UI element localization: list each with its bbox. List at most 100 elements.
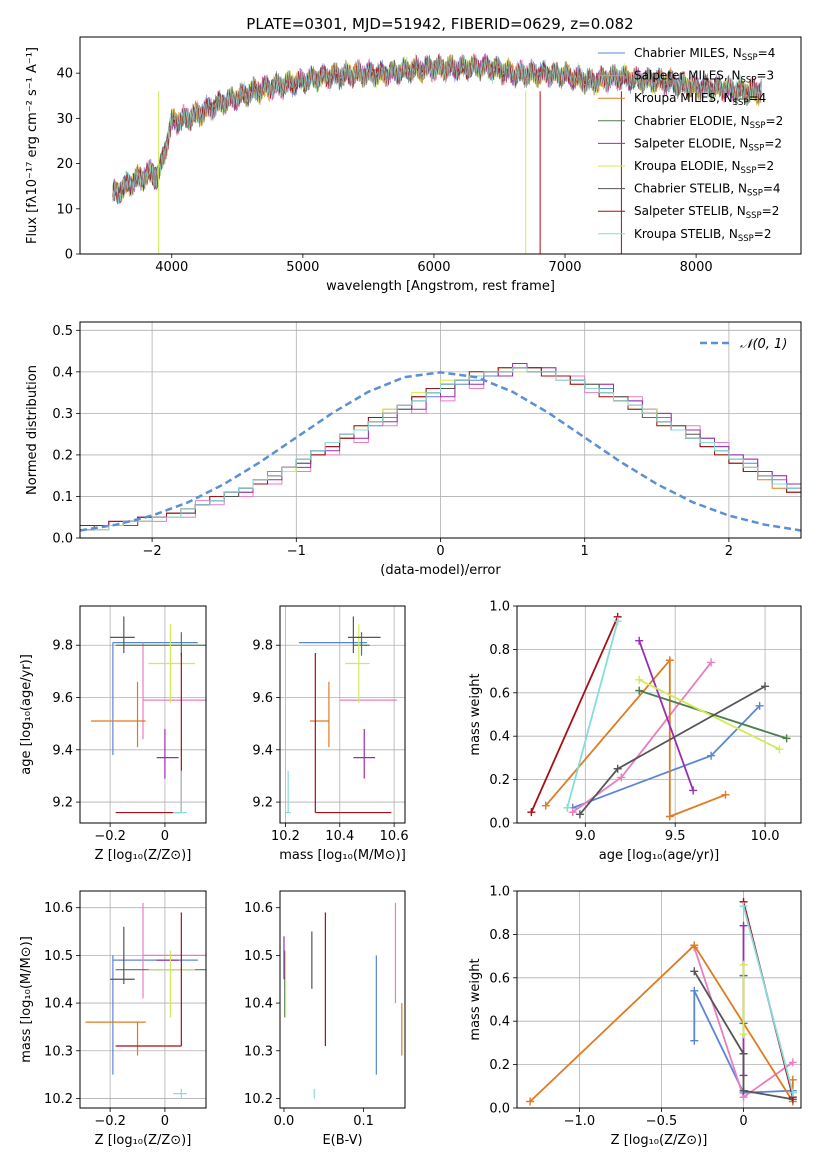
histogram-step: [80, 367, 801, 538]
weight-series-line: [545, 657, 726, 818]
weight-point-marker: [613, 617, 622, 626]
weight-point-marker: [613, 764, 622, 773]
errorbar-group: [90, 616, 206, 814]
x-tick-label: 10.6: [380, 829, 409, 844]
y-tick-label: 10: [56, 202, 73, 217]
spectrum-series-group: [112, 52, 762, 254]
histogram-step: [80, 367, 801, 538]
spectrum-panel: 4000 5000 6000 7000 8000 0 10 20 30 40 wavelength …: [25, 36, 802, 294]
y-tick-label: 10.4: [244, 997, 273, 1012]
x-tick-label: 9.5: [665, 829, 686, 844]
histogram-step: [80, 367, 801, 538]
weight-point-marker: [665, 812, 674, 821]
x-tick-label: 5000: [286, 260, 319, 275]
x-tick-label: 4000: [155, 260, 188, 275]
spectrum-series-line: [112, 53, 762, 204]
x-axis-label: E(B-V): [322, 1133, 362, 1148]
weight-vs-Z-panel: −1.0 −0.5 0 0.0 0.2 0.4 0.6 0.8 1.0 Z [log₁₀(Z/Z⊙…: [468, 885, 802, 1148]
weight-series-group: [526, 897, 797, 1106]
histogram-step: [80, 367, 801, 538]
weight-point-marker: [689, 786, 698, 795]
weight-point-marker: [526, 1097, 535, 1106]
age-vs-mass-panel: 10.2 10.4 10.6 9.2 9.4 9.6 9.8 mass [log₁₀(M/M⊙…: [252, 605, 409, 863]
weight-point-marker: [690, 986, 699, 995]
legend-entry-label: Salpeter STELIB, NSSP=2: [634, 204, 779, 221]
y-tick-label: 0.4: [489, 730, 510, 745]
axes-frame: [79, 321, 802, 539]
x-tick-label: −2: [143, 544, 162, 559]
gaussian-curve: [80, 371, 801, 532]
x-tick-label: 2: [725, 544, 733, 559]
y-tick-label: 0.8: [489, 643, 510, 658]
axes-frame: [79, 890, 207, 1109]
errorbar-group: [283, 902, 403, 1099]
weight-point-marker: [739, 902, 748, 911]
x-tick-label: 1: [581, 544, 589, 559]
weight-series-line: [566, 620, 619, 809]
x-tick-label: −1: [287, 544, 306, 559]
y-axis-label: mass weight: [468, 673, 483, 755]
legend-entry-label: Chabrier STELIB, NSSP=4: [634, 182, 781, 199]
plots: 4000 5000 6000 7000 8000010203040wavelength …: [19, 36, 802, 1148]
weight-point-marker: [617, 773, 626, 782]
axes-frame: [516, 890, 802, 1109]
y-axis-label: Flux [fλ10⁻¹⁷ erg cm⁻² s⁻¹ A⁻¹]: [25, 47, 40, 244]
weight-point-marker: [575, 810, 584, 819]
weight-point-marker: [739, 1086, 748, 1095]
x-tick-label: 0.0: [274, 1114, 295, 1129]
x-tick-label: 7000: [548, 260, 581, 275]
weight-point-marker: [788, 1058, 797, 1067]
histogram-step: [80, 363, 801, 538]
x-tick-label: 0: [161, 829, 169, 844]
weight-point-marker: [788, 1088, 797, 1097]
y-tick-label: 0.4: [52, 365, 73, 380]
spectrum-legend: Chabrier MILES, NSSP=4 Salpeter MILES, NS…: [598, 46, 783, 244]
x-tick-label: −0.2: [94, 829, 126, 844]
weight-point-marker: [775, 745, 784, 754]
y-tick-label: 0.5: [52, 324, 73, 339]
weight-point-marker: [739, 921, 748, 930]
x-tick-label: 0.1: [353, 1114, 374, 1129]
weight-series-line: [638, 640, 695, 791]
y-tick-label: 0.0: [52, 532, 73, 547]
y-tick-label: 0.2: [52, 448, 73, 463]
y-axis-label: Normed distribution: [25, 365, 40, 495]
weight-point-marker: [739, 1030, 748, 1039]
weight-point-marker: [541, 801, 550, 810]
weight-point-marker: [635, 686, 644, 695]
y-axis-label: age [log₁₀(age/yr)]: [19, 654, 34, 775]
y-tick-label: 0.6: [489, 686, 510, 701]
legend-entry-label: Salpeter MILES, NSSP=3: [634, 69, 774, 86]
residuals-panel: −2 −1 0 1 2 0.0 0.1 0.2 0.3 0.4 0.5 (data-model)/er…: [25, 321, 802, 578]
histogram-step: [80, 367, 801, 538]
legend-entry-label: Salpeter ELODIE, NSSP=2: [634, 136, 782, 153]
x-tick-label: 9.0: [575, 829, 596, 844]
x-axis-label: mass [log₁₀(M/M⊙)]: [279, 848, 406, 863]
y-tick-label: 9.4: [52, 743, 73, 758]
y-tick-label: 10.3: [44, 1044, 73, 1059]
axes-frame: [279, 890, 406, 1109]
x-axis-label: Z [log₁₀(Z/Z⊙)]: [95, 1133, 192, 1148]
axes-frame: [79, 36, 802, 255]
y-tick-label: 30: [56, 112, 73, 127]
y-tick-label: 10.6: [44, 901, 73, 916]
y-tick-label: 1.0: [489, 600, 510, 615]
weight-point-marker: [665, 656, 674, 665]
mass-vs-Z-panel: −0.2 0 10.2 10.3 10.4 10.5 10.6 Z [log₁₀(Z/Z⊙)]…: [19, 890, 207, 1148]
y-tick-label: 10.2: [44, 1092, 73, 1107]
x-tick-label: 0: [161, 1114, 169, 1129]
weight-point-marker: [755, 701, 764, 710]
weight-point-marker: [690, 1036, 699, 1045]
histogram-step: [80, 367, 801, 538]
y-tick-label: 9.6: [52, 691, 73, 706]
y-tick-label: 9.8: [252, 639, 273, 654]
weight-series-line: [572, 661, 712, 813]
errorbar-group: [85, 902, 206, 1099]
x-tick-label: −0.5: [646, 1114, 678, 1129]
weight-vs-age-panel: 9.0 9.5 10.0 0.0 0.2 0.4 0.6 0.8 1.0 age [log₁₀(a…: [468, 600, 802, 863]
x-axis-label: Z [log₁₀(Z/Z⊙)]: [95, 848, 192, 863]
y-axis-label: mass weight: [468, 958, 483, 1040]
y-tick-label: 0.8: [489, 928, 510, 943]
legend-entry-label: Chabrier ELODIE, NSSP=2: [634, 114, 783, 131]
